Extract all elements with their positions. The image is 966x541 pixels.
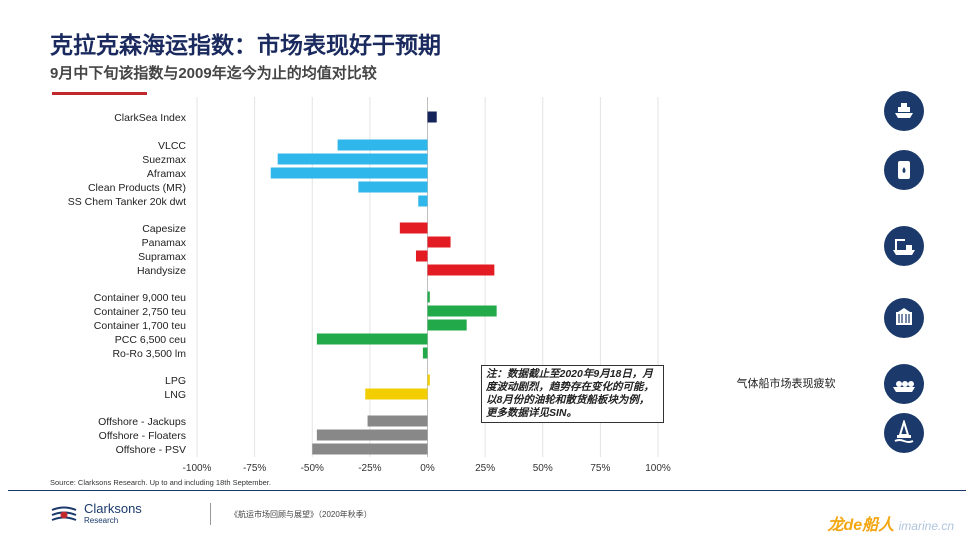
bar <box>418 195 428 207</box>
bar <box>367 415 428 427</box>
panel-bulkers-text: 中国原材料进口需求恢复支撑散货船市场；运费改善迎来窗口期 <box>709 232 863 259</box>
title-underline <box>52 92 147 95</box>
category-label: Container 2,750 teu <box>94 306 186 318</box>
bar <box>427 374 430 386</box>
bar <box>358 181 428 193</box>
chart-note: 注：数据截止至2020年9月18日，月度波动剧烈，趋势存在变化的可能，以8月份的… <box>481 365 664 423</box>
x-tick-label: 100% <box>645 463 671 474</box>
category-label: Aframax <box>147 168 187 180</box>
footer-divider <box>8 490 966 491</box>
category-label: Clean Products (MR) <box>88 182 186 194</box>
category-label: SS Chem Tanker 20k dwt <box>68 196 186 208</box>
logo-name: Clarksons <box>84 501 142 516</box>
category-label: Panamax <box>142 237 187 249</box>
panel-tankers-text: 需求减少带来下行压力，海上储油活动减缓 <box>709 156 863 183</box>
category-label: Offshore - PSV <box>116 444 186 456</box>
category-label: PCC 6,500 ceu <box>115 334 186 346</box>
category-label: Handysize <box>137 265 186 277</box>
bar <box>427 264 495 276</box>
bar <box>365 388 428 400</box>
oil-barrel-icon <box>884 150 924 190</box>
x-tick-label: -50% <box>301 463 324 474</box>
x-tick-label: -75% <box>243 463 266 474</box>
x-tick-label: 50% <box>533 463 553 474</box>
category-label: Container 1,700 teu <box>94 320 186 332</box>
bar <box>270 167 428 179</box>
clarksons-logo-mark <box>50 505 78 525</box>
logo-sub: Research <box>84 516 119 525</box>
x-tick-label: 25% <box>475 463 495 474</box>
bar <box>422 347 428 359</box>
watermark-site: imarine.cn <box>898 519 954 533</box>
clarksons-logo: Clarksons Research <box>50 501 142 527</box>
bar <box>337 139 428 151</box>
category-label: VLCC <box>158 140 186 152</box>
panel-containers: 良好的运力控制支撑集运市场；但是部分地区封锁政策仍然对需求有着负面影响，尤其是对… <box>699 289 873 355</box>
panel-containers-text: 良好的运力控制支撑集运市场；但是部分地区封锁政策仍然对需求有着负面影响，尤其是对… <box>709 293 863 350</box>
panel-gas: 气体船市场表现疲软 <box>699 370 873 398</box>
bar <box>427 236 451 248</box>
gas-carrier-icon <box>884 364 924 404</box>
category-label: Supramax <box>138 251 187 263</box>
category-label: Ro-Ro 3,500 lm <box>112 348 186 360</box>
x-tick-label: 75% <box>590 463 610 474</box>
bar <box>415 250 428 262</box>
panel-clarksea: 9月中下旬该指数仍高于过去10年指数平均值 <box>699 94 873 128</box>
panel-offshore-text: 原油和天然气价格跌至历史地位；风电板块投资加速 <box>714 420 858 447</box>
x-tick-label: -100% <box>183 463 212 474</box>
category-label: LNG <box>164 389 186 401</box>
page-subtitle: 9月中下旬该指数与2009年迄今为止的均值对比较 <box>50 65 377 82</box>
bar <box>427 291 430 303</box>
category-label: ClarkSea Index <box>114 112 187 124</box>
bar <box>316 429 428 441</box>
bulk-port-icon <box>884 226 924 266</box>
watermark: 龙de船人 imarine.cn <box>828 511 955 535</box>
panel-bulkers: 中国原材料进口需求恢复支撑散货船市场；运费改善迎来窗口期 <box>699 218 873 274</box>
bar <box>427 111 437 123</box>
x-tick-label: 0% <box>420 463 435 474</box>
x-tick-label: -25% <box>358 463 381 474</box>
publication-footnote: 《航运市场回顾与展望》（2020年秋季） <box>230 510 372 519</box>
source-note: Source: Clarksons Research. Up to and in… <box>50 478 271 487</box>
bar <box>277 153 428 165</box>
category-label: Offshore - Jackups <box>98 416 186 428</box>
bar <box>312 443 428 455</box>
panel-gas-text: 气体船市场表现疲软 <box>736 377 836 390</box>
cruise-ship-icon <box>884 91 924 131</box>
panel-offshore: 原油和天然气价格跌至历史地位；风电板块投资加速 <box>699 413 873 455</box>
page-title: 克拉克森海运指数：市场表现好于预期 <box>50 32 441 58</box>
panel-tankers: 需求减少带来下行压力，海上储油活动减缓 <box>699 140 873 200</box>
category-label: Offshore - Floaters <box>99 430 186 442</box>
category-label: Suezmax <box>142 154 187 166</box>
category-label: Container 9,000 teu <box>94 292 186 304</box>
panel-clarksea-text: 9月中下旬该指数仍高于过去10年指数平均值 <box>710 97 862 124</box>
footer-separator <box>210 503 211 525</box>
category-label: LPG <box>165 375 186 387</box>
bar <box>316 333 428 345</box>
container-icon <box>884 298 924 338</box>
category-label: Capesize <box>142 223 186 235</box>
bar <box>427 319 467 331</box>
bar <box>427 305 497 317</box>
bar <box>399 222 428 234</box>
offshore-rig-icon <box>884 413 924 453</box>
watermark-brand: 龙de船人 <box>827 517 895 534</box>
